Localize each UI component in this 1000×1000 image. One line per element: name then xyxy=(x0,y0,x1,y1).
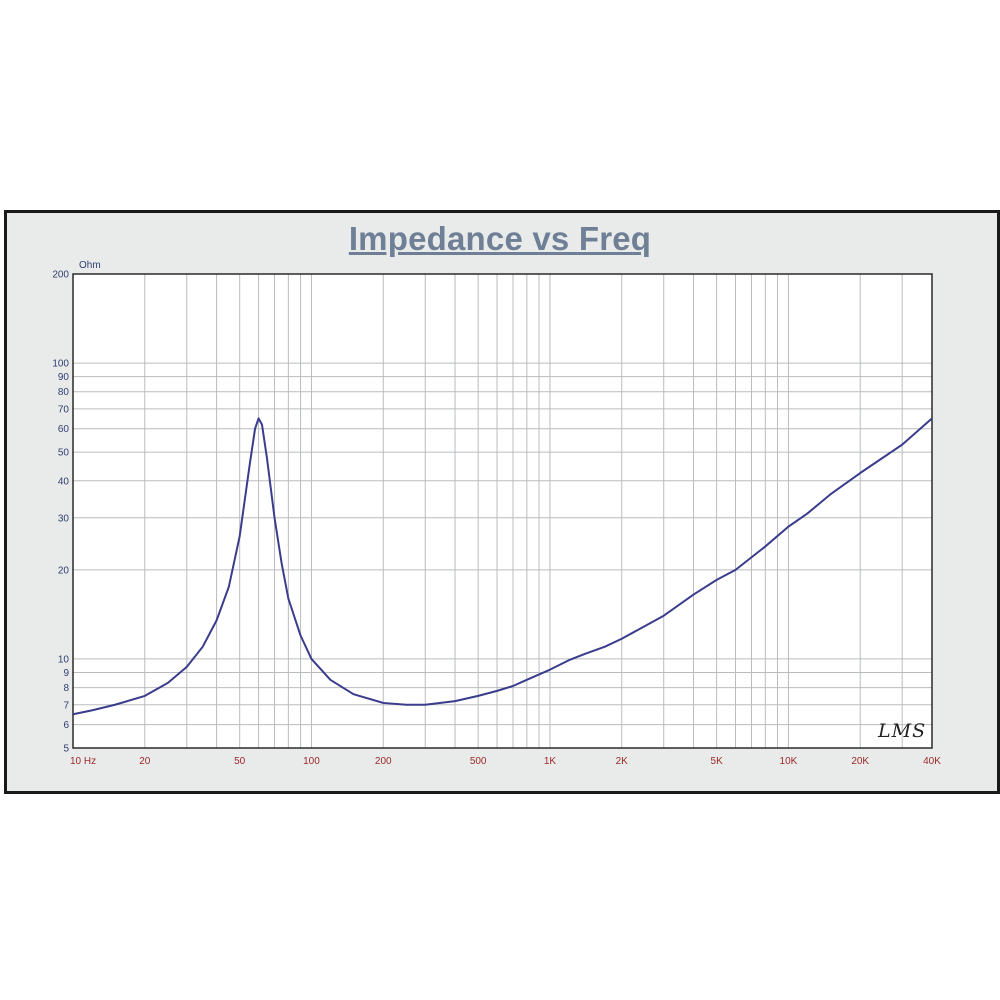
x-tick-label: 1K xyxy=(544,756,557,767)
y-tick-label: 7 xyxy=(63,700,69,711)
y-tick-label: 30 xyxy=(58,513,70,524)
x-tick-label: 40K xyxy=(923,756,941,767)
x-tick-label: 10 Hz xyxy=(70,756,96,767)
lms-watermark: LMS xyxy=(878,720,927,742)
y-tick-label: 40 xyxy=(58,476,70,487)
plot-border xyxy=(72,273,933,749)
x-tick-label: 20 xyxy=(139,756,151,767)
y-tick-label: 70 xyxy=(58,404,70,415)
x-tick-label: 200 xyxy=(375,756,392,767)
chart-title: Impedance vs Freq xyxy=(348,220,652,257)
y-tick-label: 200 xyxy=(52,270,69,281)
x-tick-label: 100 xyxy=(303,756,320,767)
y-tick-label: 20 xyxy=(58,565,70,576)
y-tick-label: 80 xyxy=(58,387,70,398)
x-tick-label: 500 xyxy=(470,756,487,767)
y-tick-label: 50 xyxy=(58,448,70,459)
y-tick-label: 8 xyxy=(63,683,69,694)
x-tick-label: 20K xyxy=(851,756,869,767)
plot-background xyxy=(73,274,932,748)
y-tick-label: 5 xyxy=(63,744,69,755)
x-tick-label: 10K xyxy=(780,756,798,767)
y-tick-label: 6 xyxy=(63,720,69,731)
y-tick-label: 9 xyxy=(63,668,69,679)
impedance-curve xyxy=(72,417,933,716)
y-axis-label: Ohm xyxy=(79,260,101,271)
x-tick-label: 2K xyxy=(616,756,629,767)
x-tick-label: 50 xyxy=(234,756,246,767)
x-tick-label: 5K xyxy=(711,756,724,767)
y-tick-label: 90 xyxy=(58,372,70,383)
y-tick-label: 100 xyxy=(52,359,69,370)
y-tick-label: 10 xyxy=(58,654,70,665)
y-tick-label: 60 xyxy=(58,424,70,435)
